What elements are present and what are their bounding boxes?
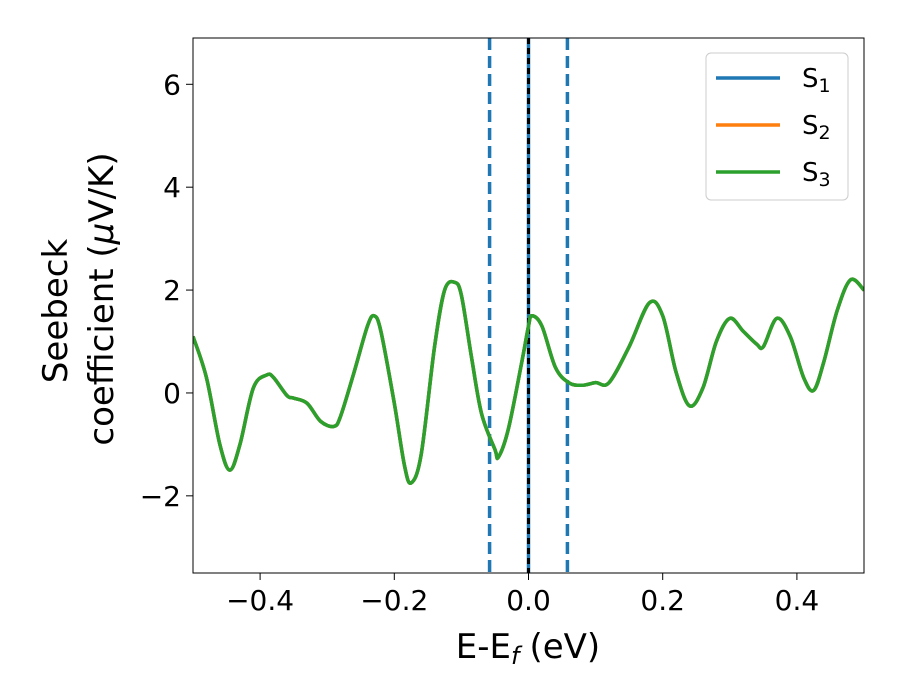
legend-label-subscript: 1 bbox=[819, 75, 831, 97]
y-tick-label: 2 bbox=[163, 274, 181, 307]
legend-label-s3: S3 bbox=[802, 158, 831, 191]
y-axis-ticks: −2 0 2 4 6 bbox=[140, 68, 193, 513]
x-axis-title: E-Ef (eV) bbox=[456, 627, 600, 670]
x-tick-label: 0.2 bbox=[640, 584, 685, 617]
y-tick-label: 0 bbox=[163, 377, 181, 410]
y-axis-title-unit: V/K) bbox=[82, 152, 122, 222]
legend-label-main: S bbox=[802, 64, 819, 94]
vertical-lines-layer bbox=[487, 38, 570, 573]
y-axis-title-line1: Seebeck bbox=[36, 239, 76, 384]
y-tick-label: −2 bbox=[140, 480, 181, 513]
y-tick-label: 6 bbox=[163, 68, 181, 101]
legend-label-subscript: 2 bbox=[819, 122, 831, 144]
x-tick-label: 0.0 bbox=[506, 584, 551, 617]
legend-label-main: S bbox=[802, 158, 819, 188]
series-layer bbox=[193, 277, 864, 485]
legend-label-s2: S2 bbox=[802, 111, 831, 144]
y-axis-title: Seebeck coefficient (μV/K) bbox=[36, 152, 122, 445]
y-axis-title-line2-text: coefficient ( bbox=[82, 244, 122, 445]
x-tick-label: −0.4 bbox=[226, 584, 294, 617]
x-tick-label: 0.4 bbox=[775, 584, 820, 617]
x-tick-label: −0.2 bbox=[360, 584, 428, 617]
y-axis-title-line2: coefficient (μV/K) bbox=[82, 152, 122, 445]
series-line-s3 bbox=[193, 277, 864, 485]
x-axis-ticks: −0.4 −0.2 0.0 0.2 0.4 bbox=[226, 573, 819, 617]
legend-label-main: S bbox=[802, 111, 819, 141]
x-axis-title-subscript: f bbox=[511, 642, 523, 670]
legend-label-s1: S1 bbox=[802, 64, 831, 97]
x-axis-title-unit: (eV) bbox=[529, 627, 600, 667]
y-axis-title-mu: μ bbox=[82, 223, 122, 246]
legend-label-subscript: 3 bbox=[819, 169, 831, 191]
x-axis-title-main: E-E bbox=[456, 627, 511, 667]
y-tick-label: 4 bbox=[163, 171, 181, 204]
